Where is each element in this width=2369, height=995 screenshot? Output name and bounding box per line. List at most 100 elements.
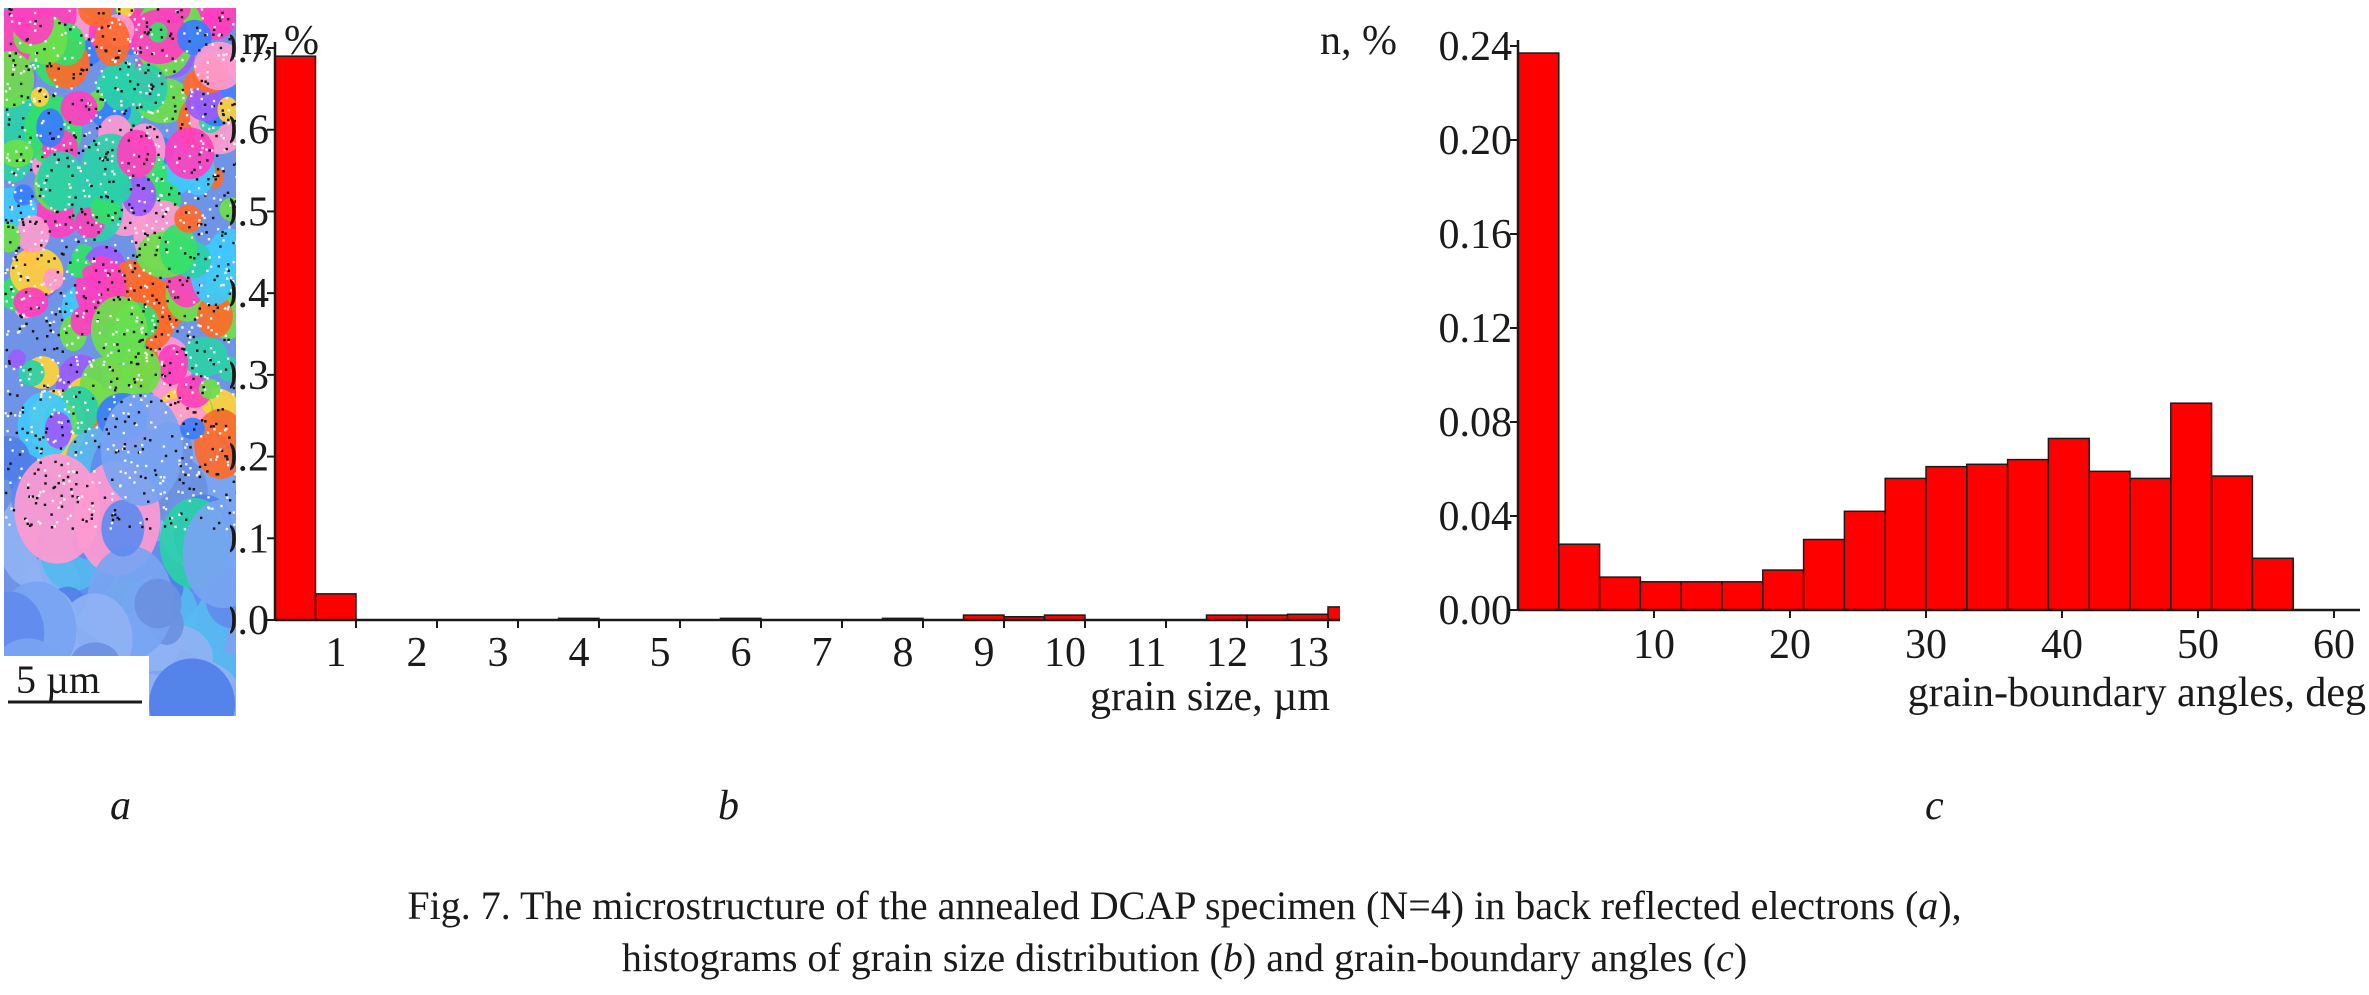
speckle: [207, 238, 211, 241]
speckle: [226, 357, 230, 360]
speckle: [106, 288, 110, 291]
b-x-tick-label-3: 4: [569, 630, 590, 676]
speckle: [175, 161, 179, 164]
speckle: [213, 489, 216, 493]
speckle: [224, 424, 228, 428]
speckle: [41, 390, 44, 394]
speckle: [110, 498, 114, 501]
grain: [176, 19, 212, 56]
speckle: [178, 278, 182, 282]
speckle: [189, 356, 192, 359]
speckle: [173, 203, 177, 206]
grain: [149, 658, 236, 716]
speckle: [13, 103, 16, 107]
speckle: [235, 162, 236, 165]
speckle: [138, 253, 141, 257]
speckle: [161, 49, 164, 52]
speckle: [111, 414, 115, 417]
speckle: [207, 496, 210, 499]
speckle: [160, 194, 163, 197]
speckle: [145, 356, 148, 359]
speckle: [69, 363, 73, 367]
speckle: [10, 219, 13, 222]
speckle: [73, 470, 77, 474]
speckle: [181, 90, 184, 93]
speckle: [227, 340, 230, 344]
speckle: [4, 218, 8, 222]
speckle: [12, 172, 16, 175]
speckle: [140, 328, 143, 331]
speckle: [215, 154, 219, 157]
speckle: [218, 255, 221, 259]
speckle: [200, 374, 203, 378]
speckle: [184, 201, 187, 205]
speckle: [21, 427, 24, 431]
speckle: [195, 373, 198, 376]
speckle: [33, 472, 36, 475]
speckle: [130, 208, 133, 212]
speckle: [33, 11, 37, 15]
speckle: [149, 88, 152, 92]
speckle: [100, 26, 104, 29]
speckle: [114, 451, 118, 454]
speckle: [115, 261, 118, 264]
speckle: [133, 481, 136, 484]
speckle: [151, 52, 154, 56]
speckle: [228, 38, 231, 41]
speckle: [29, 43, 32, 47]
speckle: [124, 496, 127, 499]
speckle: [5, 108, 9, 111]
speckle: [76, 496, 79, 499]
speckle: [63, 123, 66, 126]
grain: [8, 349, 26, 369]
b-x-tick-label-7: 8: [893, 630, 914, 676]
speckle: [39, 461, 42, 464]
speckle: [50, 526, 54, 529]
b-x-tick-label-4: 5: [650, 630, 671, 676]
speckle: [61, 389, 65, 392]
speckle: [196, 73, 200, 76]
grain: [13, 287, 49, 317]
speckle: [223, 148, 226, 152]
c-x-tick-label-3: 40: [2041, 622, 2083, 668]
c-x-tick-label-2: 30: [1905, 622, 1947, 668]
speckle: [181, 326, 184, 329]
speckle: [199, 324, 202, 328]
speckle: [43, 384, 46, 388]
speckle: [131, 174, 135, 177]
speckle: [130, 128, 133, 132]
speckle: [69, 514, 72, 518]
speckle: [190, 90, 194, 94]
speckle: [76, 314, 79, 318]
speckle: [203, 388, 207, 391]
speckle: [75, 291, 78, 294]
speckle: [178, 463, 181, 466]
speckle: [228, 511, 231, 515]
speckle: [40, 254, 43, 257]
speckle: [36, 65, 40, 68]
speckle: [113, 509, 117, 512]
speckle: [9, 462, 12, 465]
speckle: [222, 136, 226, 140]
b-x-tick-label-9: 10: [1044, 630, 1086, 676]
b-x-tick-label-0: 1: [326, 630, 347, 676]
speckle: [40, 393, 43, 396]
speckle: [181, 347, 184, 350]
speckle: [99, 182, 102, 186]
speckle: [64, 23, 67, 26]
speckle: [133, 51, 136, 54]
b-y-tick-label-3: 0.3: [230, 353, 269, 399]
speckle: [210, 265, 213, 268]
speckle: [189, 94, 193, 98]
speckle: [221, 15, 224, 19]
c-y-tick-label-4: 0.16: [1439, 212, 1513, 258]
speckle: [189, 386, 193, 389]
speckle: [163, 525, 167, 528]
speckle: [54, 313, 58, 316]
speckle: [79, 72, 82, 76]
speckle: [135, 52, 139, 55]
speckle: [212, 197, 216, 200]
speckle: [156, 197, 160, 200]
speckle: [9, 42, 13, 46]
speckle: [62, 277, 66, 280]
